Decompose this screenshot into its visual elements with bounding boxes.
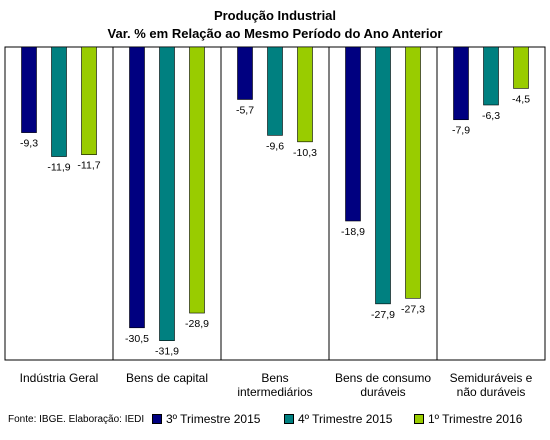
legend-label-1: 3º Trimestre 2015 <box>166 412 261 426</box>
chart-title: Produção Industrial <box>214 8 336 23</box>
bar <box>51 46 67 157</box>
legend-swatch-1 <box>152 414 162 424</box>
bar <box>483 46 499 106</box>
data-label: -11,7 <box>77 160 100 172</box>
bar <box>267 46 283 136</box>
category-label: Semiduráveis e <box>450 371 533 385</box>
bar <box>81 46 97 156</box>
legend-swatch-3 <box>414 414 424 424</box>
data-label: -11,9 <box>47 162 70 174</box>
bar <box>189 46 205 314</box>
legend-label-2: 4º Trimestre 2015 <box>298 412 393 426</box>
data-label: -9,3 <box>20 138 38 150</box>
data-label: -10,3 <box>293 147 317 159</box>
data-label: -18,9 <box>341 226 365 238</box>
data-label: -27,9 <box>371 309 395 321</box>
category-label: Bens de capital <box>126 371 208 385</box>
data-label: -6,3 <box>482 110 500 122</box>
data-label: -4,5 <box>512 93 530 105</box>
data-label: -28,9 <box>185 318 209 330</box>
bar <box>375 46 391 305</box>
data-label: -5,7 <box>236 104 254 116</box>
legend-label-3: 1º Trimestre 2016 <box>428 412 523 426</box>
legend-item-1: 3º Trimestre 2015 <box>152 412 260 426</box>
data-label: -7,9 <box>452 125 470 137</box>
data-label: -31,9 <box>155 346 179 358</box>
category-label: Bens <box>261 371 288 385</box>
data-label: -27,3 <box>401 303 425 315</box>
legend-item-3: 1º Trimestre 2016 <box>414 412 522 426</box>
bar <box>21 46 37 133</box>
data-label: -9,6 <box>266 140 284 152</box>
bar <box>453 46 469 121</box>
category-label: Bens de consumo <box>335 371 431 385</box>
data-label: -30,5 <box>125 333 149 345</box>
bar <box>405 46 421 299</box>
bar <box>345 46 361 222</box>
bar <box>297 46 313 143</box>
legend-swatch-2 <box>284 414 294 424</box>
source-note: Fonte: IBGE. Elaboração: IEDI <box>8 414 145 425</box>
category-label: duráveis <box>360 385 405 399</box>
bar <box>159 46 175 341</box>
chart-subtitle: Var. % em Relação ao Mesmo Período do An… <box>108 26 443 41</box>
legend-item-2: 4º Trimestre 2015 <box>284 412 392 426</box>
category-label: intermediários <box>237 385 312 399</box>
bar <box>129 46 145 329</box>
category-label: Indústria Geral <box>20 371 99 385</box>
category-label: não duráveis <box>457 385 526 399</box>
bar <box>237 46 253 100</box>
bar <box>513 46 529 89</box>
